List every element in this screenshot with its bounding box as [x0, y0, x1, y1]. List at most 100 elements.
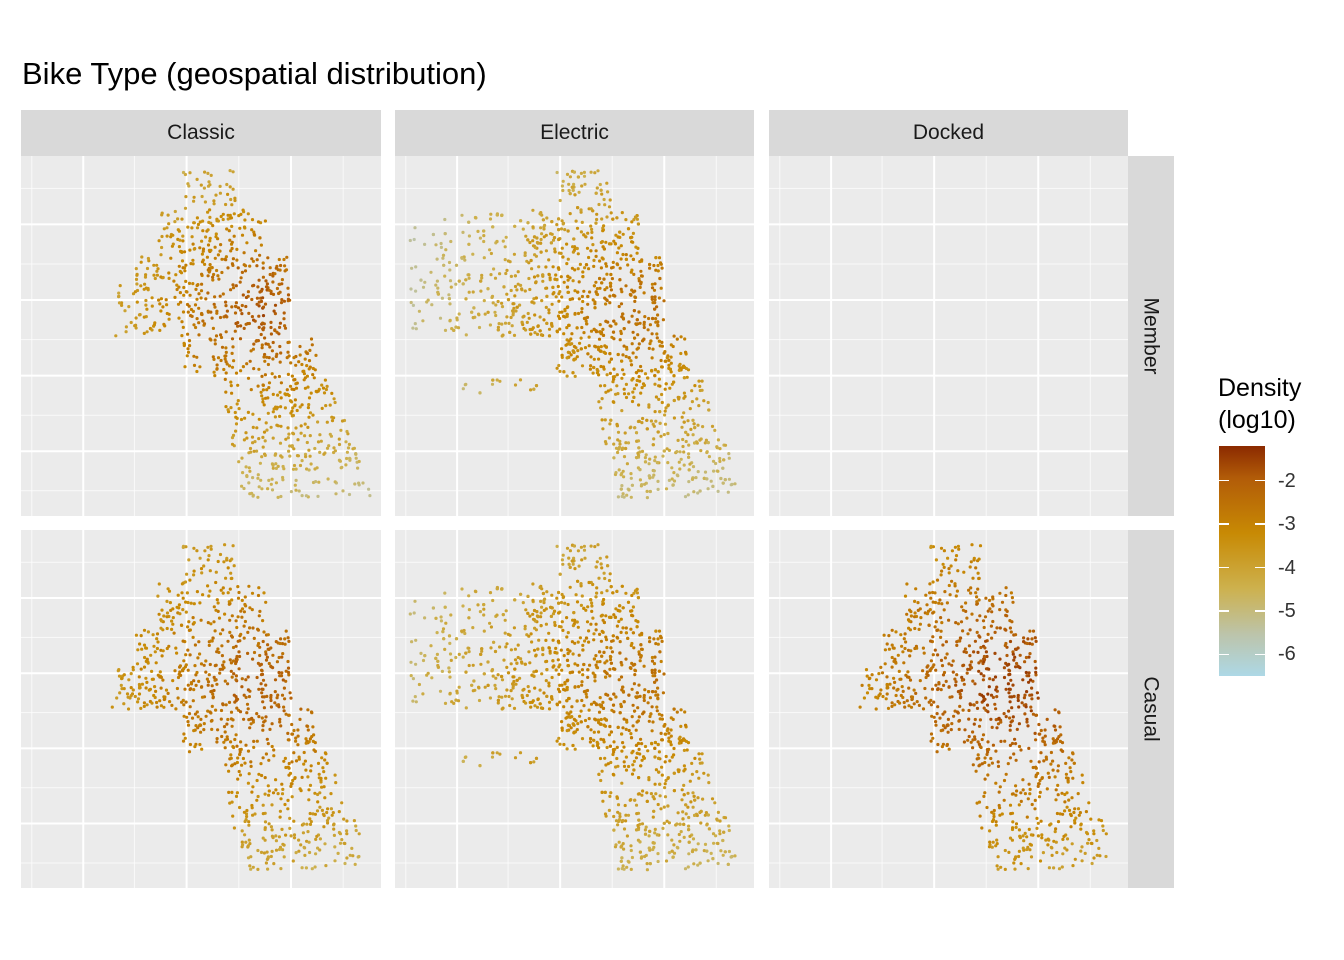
station-point [311, 413, 315, 417]
station-point [215, 363, 219, 367]
station-point [672, 334, 676, 338]
station-point [589, 355, 593, 359]
station-point [573, 311, 577, 316]
station-point [240, 484, 244, 488]
station-point [668, 759, 672, 763]
station-point [206, 274, 210, 278]
station-point [234, 429, 238, 433]
station-point [612, 750, 616, 754]
station-point [324, 404, 328, 408]
station-point [425, 300, 429, 304]
station-point [191, 616, 195, 620]
station-point [188, 344, 192, 348]
station-point [182, 659, 186, 663]
station-point [633, 709, 637, 713]
station-point [1055, 811, 1059, 816]
station-point [669, 355, 673, 359]
station-point [222, 367, 226, 372]
station-point [228, 630, 232, 634]
station-point [654, 395, 658, 399]
station-point [454, 263, 459, 267]
station-point [496, 325, 500, 329]
station-point [1086, 841, 1090, 845]
facet-strip-electric: Electric [395, 110, 754, 156]
station-point [656, 487, 660, 491]
station-point [656, 324, 660, 328]
station-point [282, 759, 286, 763]
station-point [616, 235, 620, 239]
station-point [667, 448, 671, 452]
station-point [171, 242, 175, 246]
station-point [160, 211, 164, 215]
station-point [706, 487, 710, 491]
station-point [581, 275, 585, 279]
station-point [264, 658, 269, 662]
station-point [601, 427, 605, 431]
station-point [575, 246, 579, 251]
station-point [250, 435, 255, 439]
station-point [719, 476, 723, 481]
station-point [279, 405, 283, 409]
station-point [208, 236, 212, 240]
station-point [593, 675, 597, 679]
station-point [189, 307, 193, 312]
station-point [513, 274, 517, 278]
station-point [229, 669, 233, 673]
station-point [325, 384, 329, 388]
station-point [200, 252, 204, 256]
station-point [178, 664, 182, 668]
station-point [914, 691, 918, 695]
station-point [560, 683, 564, 687]
station-point [255, 675, 259, 680]
station-point [137, 682, 141, 687]
station-point [503, 258, 507, 262]
station-point [229, 406, 233, 410]
station-point [211, 355, 215, 359]
station-point [218, 552, 223, 557]
station-point [638, 379, 642, 383]
station-point [584, 235, 588, 239]
station-point [677, 832, 681, 837]
station-point [930, 687, 935, 691]
station-point [560, 620, 564, 624]
station-point [616, 823, 620, 827]
station-point [161, 678, 165, 682]
station-point [709, 479, 713, 483]
station-point [182, 703, 186, 707]
station-point [234, 371, 239, 375]
station-point [624, 441, 628, 445]
station-point [410, 640, 414, 644]
station-point [226, 717, 230, 722]
station-point [616, 725, 620, 729]
station-point [662, 299, 666, 303]
station-point [583, 556, 587, 560]
station-point [657, 669, 661, 673]
station-point [200, 747, 204, 751]
station-point [636, 246, 640, 250]
station-point [608, 352, 612, 356]
station-point [448, 279, 453, 283]
station-point [611, 752, 615, 757]
station-point [692, 490, 696, 494]
station-point [217, 650, 221, 654]
station-point [286, 738, 290, 742]
station-point [587, 629, 591, 633]
station-point [604, 442, 608, 446]
station-point [733, 482, 737, 486]
station-point [274, 266, 278, 270]
station-point [551, 612, 556, 616]
station-point [587, 640, 591, 644]
station-point [238, 280, 242, 284]
station-point [352, 446, 356, 450]
station-point [550, 697, 554, 701]
station-point [215, 737, 219, 741]
station-point [1017, 803, 1021, 807]
station-point [226, 192, 230, 196]
station-point [195, 710, 199, 714]
station-point [561, 628, 565, 632]
station-point [320, 383, 324, 387]
station-point [1012, 861, 1016, 865]
station-point [247, 321, 251, 326]
station-point [667, 736, 671, 740]
station-point [124, 330, 128, 334]
